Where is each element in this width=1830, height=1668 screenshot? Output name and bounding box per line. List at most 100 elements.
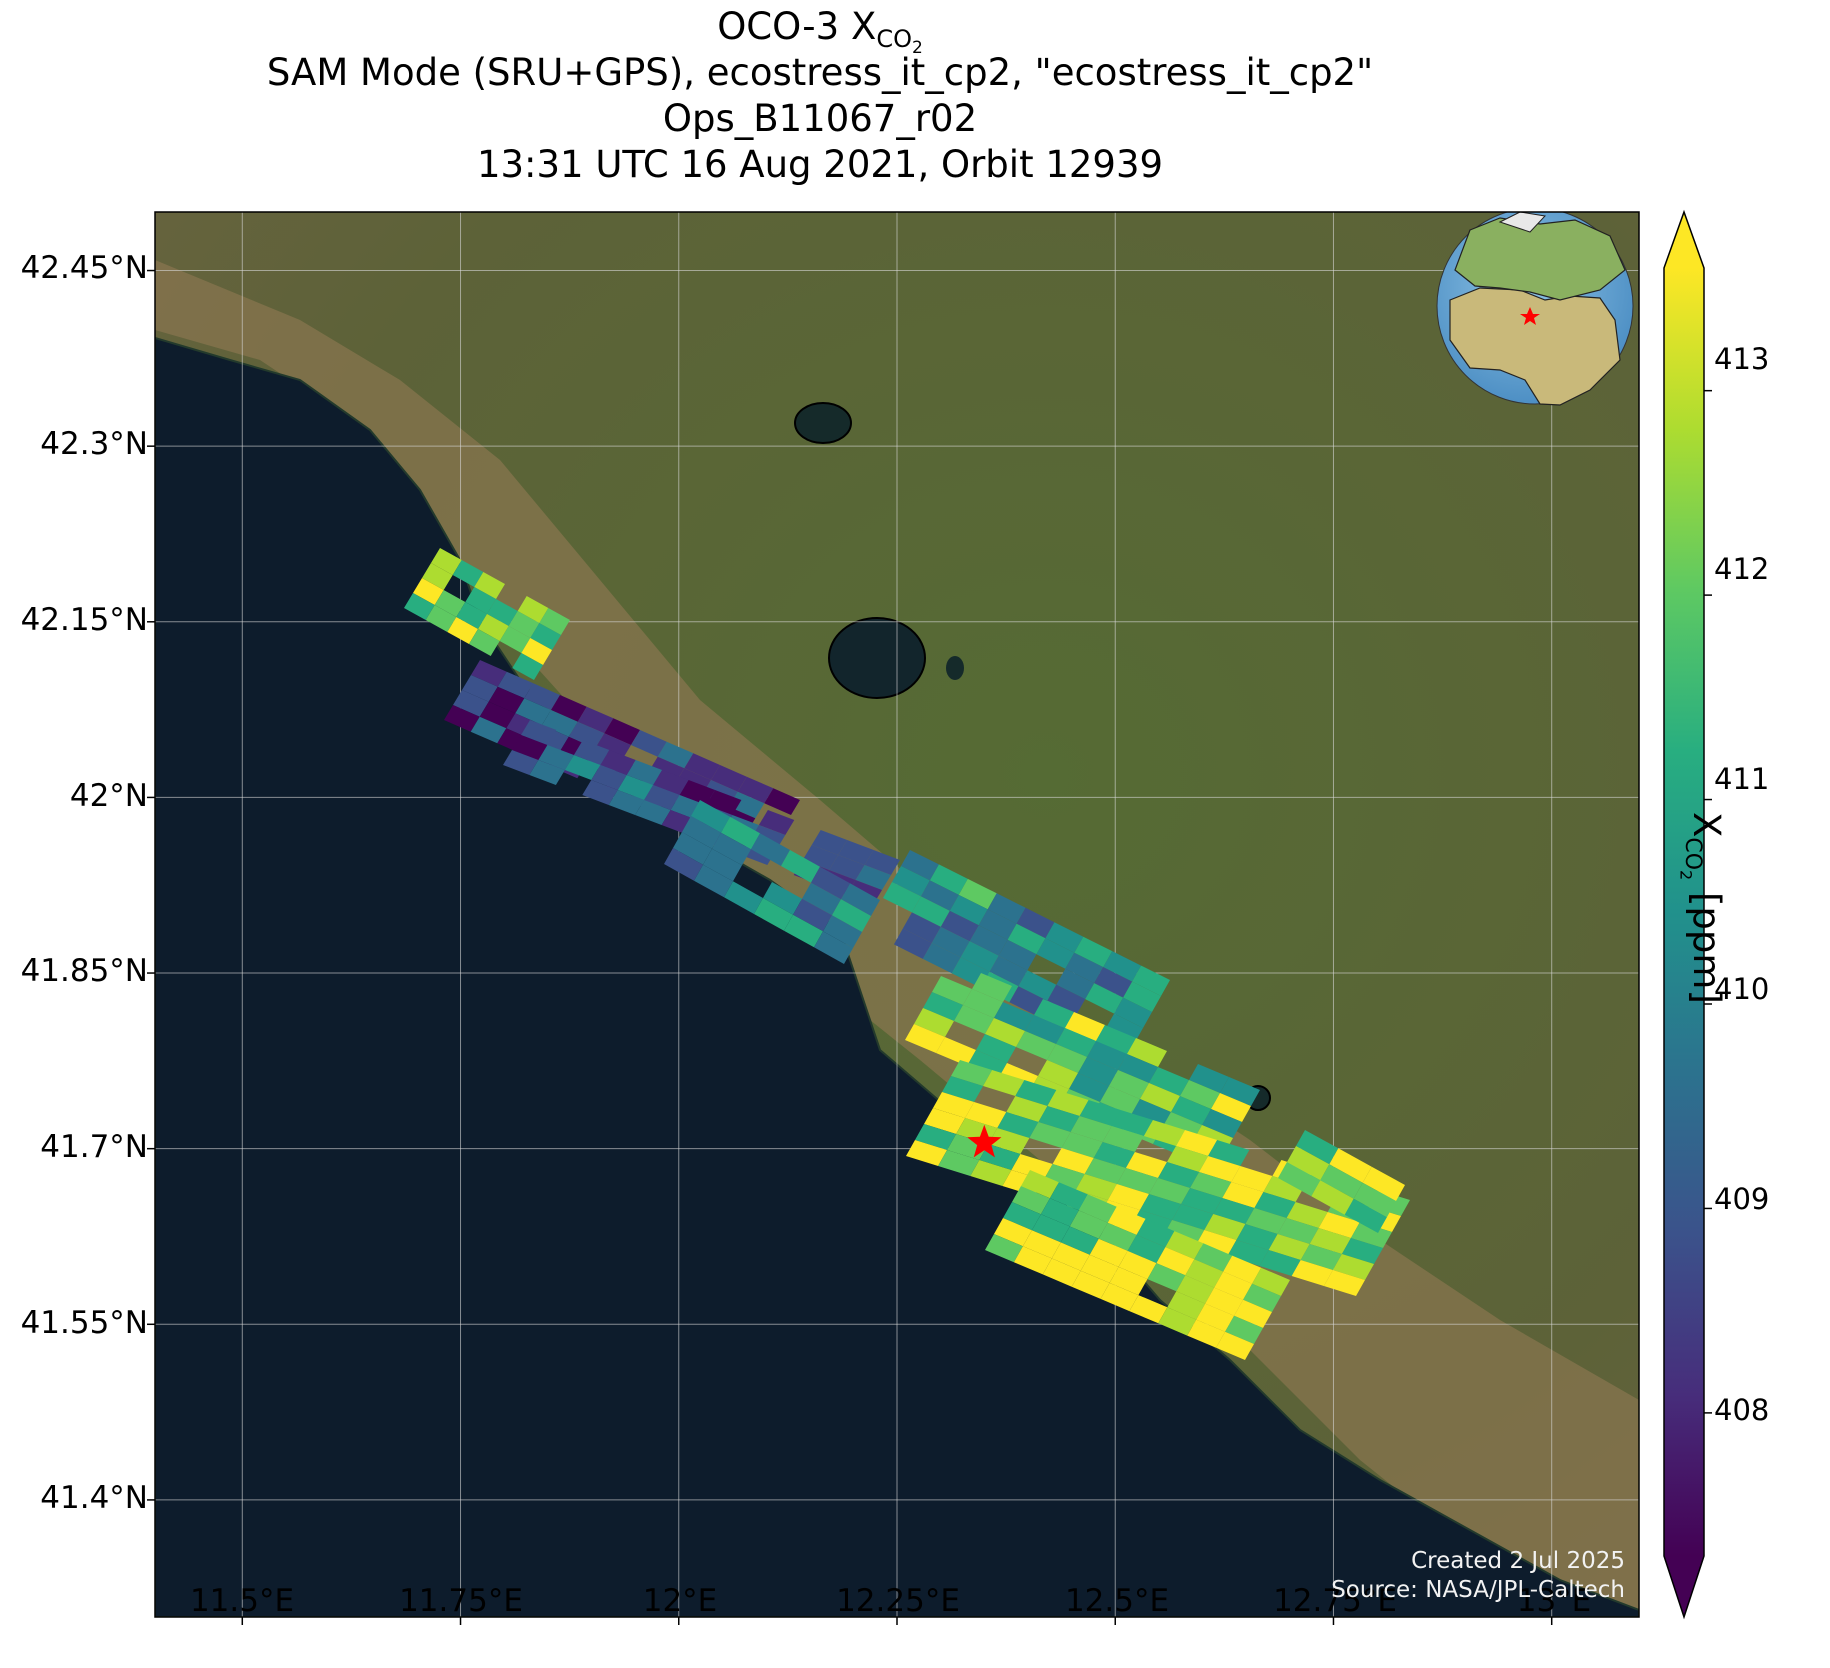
- inset-globe-icon: [1436, 212, 1634, 406]
- xco2-pixel: [539, 608, 570, 635]
- xco2-pixel: [1329, 1148, 1372, 1183]
- xco2-pixel: [997, 1112, 1039, 1138]
- xco2-pixel: [1074, 936, 1113, 968]
- xco2-pixel: [1089, 1238, 1128, 1267]
- xco2-pixel: [1309, 1228, 1351, 1254]
- xco2-pixel: [811, 830, 848, 855]
- colorbar-tick-label: 410: [1714, 972, 1770, 1006]
- xco2-pixel: [434, 590, 466, 617]
- xco2-pixel: [1078, 1057, 1118, 1086]
- xco2-pixel: [737, 776, 774, 804]
- xco2-pixel: [1236, 1224, 1278, 1250]
- colorbar-tick-label: 408: [1714, 1393, 1770, 1427]
- xco2-pixel: [1007, 923, 1046, 955]
- xco2-pixel: [1167, 1146, 1209, 1172]
- xco2-pixel: [1107, 1184, 1149, 1210]
- xco2-pixel: [751, 833, 790, 866]
- xco2-pixel: [515, 698, 551, 725]
- xco2-pixel: [444, 705, 480, 732]
- xco2-pixel: [521, 720, 557, 745]
- xco2-pixel: [1196, 1303, 1235, 1332]
- xco2-pixel: [1180, 1080, 1220, 1109]
- colorbar: [1663, 209, 1712, 1620]
- xco2-pixel: [1103, 951, 1142, 982]
- xco2-pixel: [653, 770, 689, 795]
- xco2-pixel: [1318, 1212, 1360, 1238]
- xco2-pixel: [724, 881, 763, 914]
- xco2-pixel: [1118, 1054, 1158, 1083]
- xco2-pixel: [1223, 1255, 1262, 1284]
- xco2-pixel: [1132, 965, 1170, 996]
- xco2-pixel: [970, 1160, 1012, 1186]
- xco2-pixel: [404, 593, 435, 620]
- xco2-pixel: [1341, 1238, 1383, 1264]
- xco2-pixel: [1189, 1064, 1229, 1093]
- xco2-pixel: [1098, 1222, 1137, 1251]
- xco2-pixel: [1222, 1182, 1264, 1208]
- xco2-pixel: [462, 675, 498, 702]
- xco2-pixel: [1029, 1122, 1071, 1148]
- xco2-pixel: [447, 617, 478, 644]
- colorbar-outline: [1663, 209, 1705, 1620]
- xco2-pixel: [1291, 1260, 1333, 1286]
- xco2-pixel: [573, 740, 610, 765]
- xco2-pixel: [985, 1234, 1023, 1263]
- xco2-pixel: [1094, 967, 1133, 998]
- xco2-pixel: [664, 848, 703, 881]
- lon-tick-label: 11.5°E: [189, 1583, 295, 1619]
- xco2-pixel: [1231, 1166, 1273, 1192]
- xco2-pixel: [1013, 1246, 1052, 1275]
- xco2-pixel: [679, 780, 715, 805]
- xco2-pixel: [694, 864, 733, 898]
- xco2-pixel: [1176, 1275, 1215, 1304]
- lat-tick-label: 41.7°N: [40, 1129, 148, 1165]
- lat-tick-label: 41.85°N: [20, 953, 148, 989]
- xco2-pixel: [512, 653, 543, 680]
- xco2-pixel: [1079, 1100, 1121, 1126]
- xco2-pixel: [631, 730, 667, 757]
- xco2-pixel: [1065, 952, 1104, 984]
- xco2-pixel: [479, 701, 516, 729]
- xco2-pixel: [1156, 1247, 1195, 1276]
- colorbar-extend-max: [1664, 212, 1704, 268]
- xco2-pixel: [721, 816, 760, 850]
- xco2-pixel: [1185, 1259, 1224, 1288]
- xco2-pixel: [471, 660, 507, 687]
- xco2-pixel: [452, 560, 484, 587]
- xco2-pixel: [1100, 1086, 1140, 1115]
- xco2-pixel: [920, 880, 959, 911]
- xco2-pixel: [1016, 907, 1055, 939]
- xco2-pixel: [1056, 1028, 1096, 1057]
- xco2-pixel: [487, 599, 518, 626]
- xco2-pixel: [1213, 1198, 1255, 1224]
- xco2-pixel: [1065, 1012, 1105, 1041]
- lat-tick-label: 41.55°N: [20, 1305, 148, 1341]
- xco2-pixel: [1070, 1116, 1112, 1142]
- sea: [155, 336, 1639, 1617]
- xco2-pixel: [1245, 1208, 1287, 1234]
- xco2-pixel: [1190, 1172, 1232, 1198]
- xco2-pixel: [781, 850, 820, 883]
- xco2-pixel: [1096, 1025, 1136, 1054]
- xco2-pixel: [1149, 1178, 1191, 1204]
- xco2-pixel: [1195, 1230, 1237, 1256]
- xco2-pixel: [644, 785, 680, 810]
- xco2-pixel: [802, 845, 839, 870]
- xco2-pixel: [711, 765, 747, 792]
- xco2-pixel: [763, 882, 802, 915]
- xco2-pixel: [1109, 1266, 1148, 1296]
- xco2-pixel: [1187, 1319, 1226, 1348]
- xco2-pixel: [915, 1124, 957, 1150]
- xco2-pixel: [524, 683, 560, 710]
- xco2-pixel: [1012, 1186, 1050, 1215]
- xco2-pixel: [1049, 1182, 1088, 1211]
- xco2-pixel: [1069, 1073, 1109, 1102]
- xco2-pixel: [1131, 1099, 1171, 1128]
- xco2-pixel: [978, 909, 1017, 940]
- xco2-pixel: [1158, 1307, 1197, 1336]
- xco2-pixel: [906, 1140, 948, 1166]
- xco2-pixel: [949, 894, 988, 926]
- xco2-pixel: [832, 899, 871, 932]
- xco2-pixel: [682, 816, 721, 849]
- lat-tick-marks: [147, 269, 155, 1501]
